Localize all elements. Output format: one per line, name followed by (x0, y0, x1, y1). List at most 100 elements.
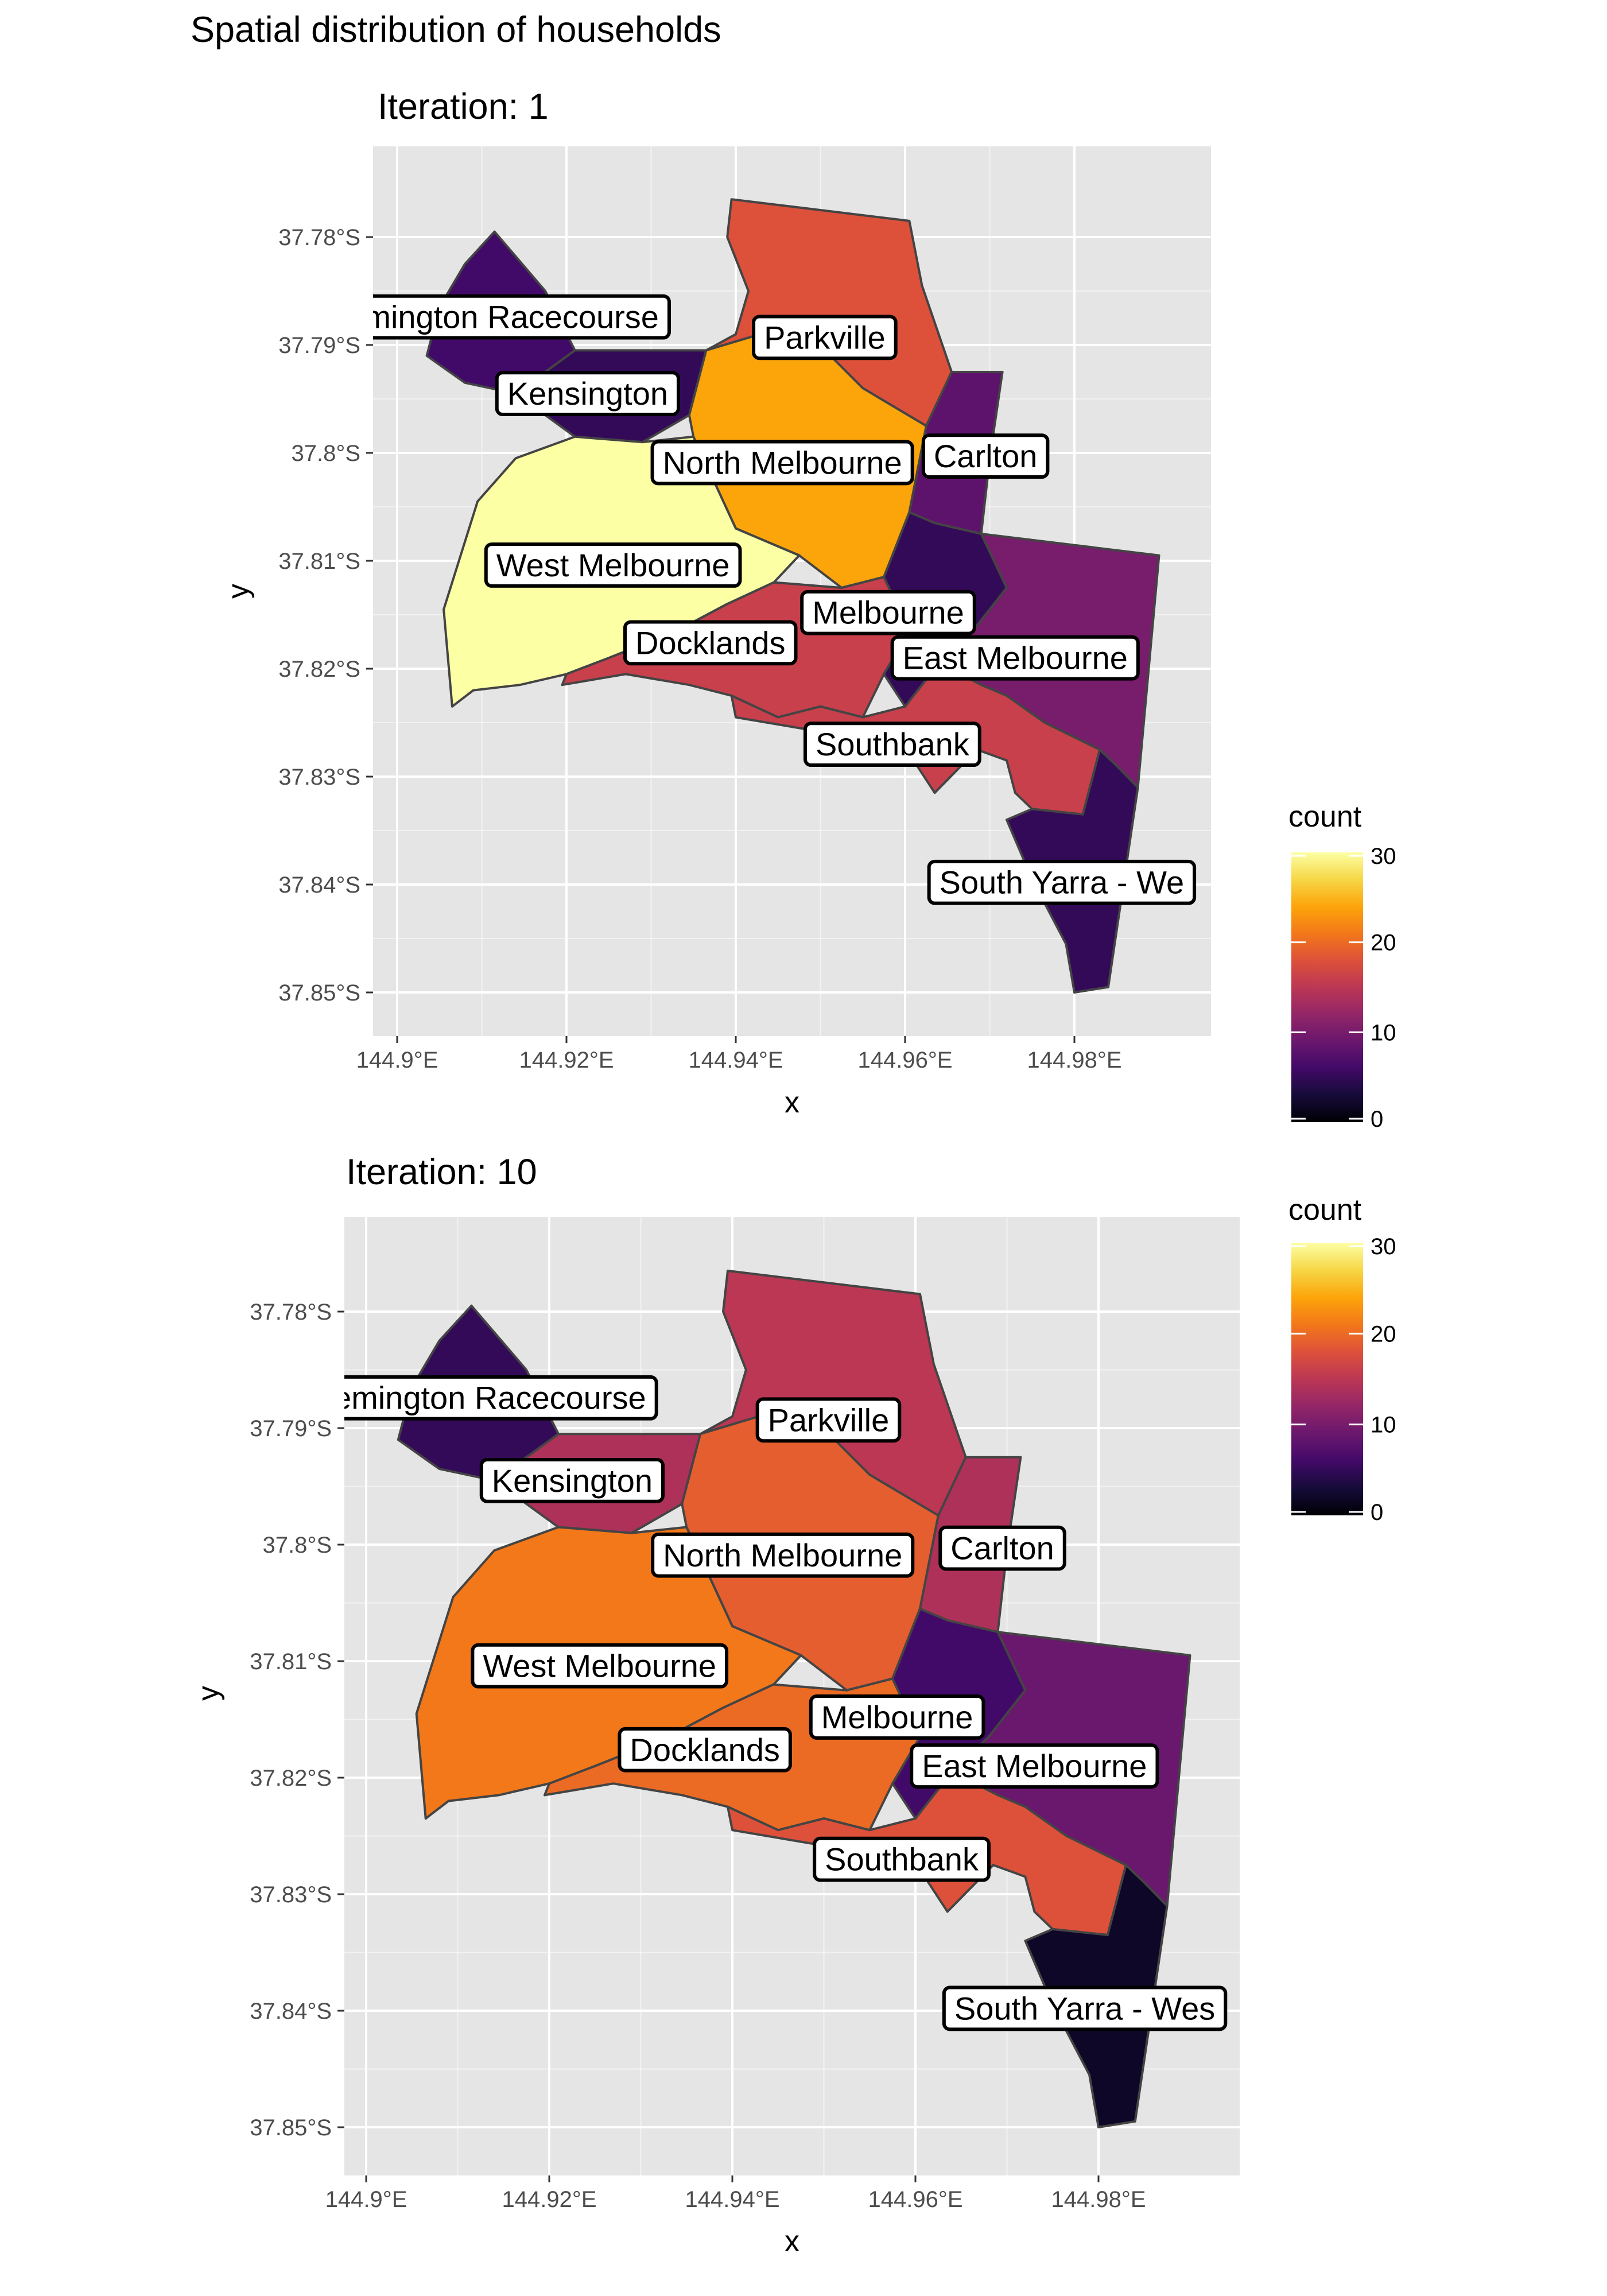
legend-tick-label: 10 (1371, 1020, 1396, 1045)
legend-title: count (1288, 1193, 1362, 1227)
x-tick-label: 144.96°E (857, 1048, 952, 1073)
legend-tick-label: 0 (1371, 1500, 1383, 1525)
region-label: North Melbourne (651, 1532, 915, 1578)
region-label: Parkville (752, 315, 898, 360)
region-label: mington Racecourse (364, 294, 671, 340)
legend-tick-label: 0 (1371, 1107, 1383, 1132)
svg-text:Docklands: Docklands (635, 625, 785, 661)
region-label: West Melbourne (484, 542, 742, 588)
y-tick-label: 37.8°S (262, 1533, 332, 1558)
svg-text:South Yarra - Wes: South Yarra - Wes (954, 1990, 1215, 2026)
panel-subtitle: Iteration: 10 (346, 1152, 537, 1192)
fill-legend: count 0 10 20 30 (1288, 1193, 1396, 1525)
svg-text:Carlton: Carlton (934, 438, 1038, 474)
y-tick-label: 37.85°S (250, 2115, 332, 2140)
panel-subtitle: Iteration: 1 (378, 87, 549, 127)
fill-legend: count 0 10 20 30 (1288, 800, 1396, 1132)
y-tick-label: 37.82°S (278, 657, 360, 682)
region-label: Parkville (755, 1397, 902, 1443)
y-tick-label: 37.78°S (278, 225, 360, 250)
x-axis: 144.9°E 144.92°E 144.94°E 144.96°E 144.98°E (325, 2175, 1146, 2212)
region-labels: mington Racecourse Kensington Parkville Nor… (364, 294, 1197, 905)
svg-text:Docklands: Docklands (630, 1732, 779, 1768)
y-axis-title: y (192, 1686, 225, 1701)
svg-text:Kensington: Kensington (492, 1463, 653, 1499)
region-label: Carlton (938, 1525, 1066, 1571)
x-tick-label: 144.98°E (1051, 2187, 1146, 2212)
region-label: Southbank (803, 722, 981, 767)
y-axis-title: y (222, 584, 255, 599)
x-tick-label: 144.9°E (356, 1048, 438, 1073)
map-panel-iteration-1: Iteration: 1 mington Racecourse Kensingto… (222, 87, 1211, 1119)
svg-text:Kensington: Kensington (507, 375, 668, 412)
region-label: Kensington (479, 1457, 665, 1503)
legend-colorbar (1291, 852, 1363, 1122)
legend-ticks: 0 10 20 30 (1291, 1234, 1396, 1525)
region-label: emington Racecourse (333, 1375, 658, 1421)
region-label: East Melbourne (910, 1743, 1159, 1789)
region-label: Docklands (618, 1727, 792, 1773)
svg-text:Melbourne: Melbourne (812, 595, 964, 631)
x-tick-label: 144.94°E (685, 2187, 779, 2212)
svg-text:Melbourne: Melbourne (821, 1699, 973, 1735)
region-label: Carlton (921, 433, 1050, 479)
svg-text:West Melbourne: West Melbourne (483, 1648, 716, 1684)
legend-tick-label: 30 (1371, 1234, 1396, 1259)
x-tick-label: 144.92°E (519, 1048, 614, 1073)
region-labels: emington Racecourse Kensington Parkville No… (333, 1375, 1228, 2031)
map-panel-iteration-10: Iteration: 10 emington Racecourse Kensing… (192, 1152, 1240, 2258)
svg-text:emington Racecourse: emington Racecourse (333, 1380, 646, 1416)
y-tick-label: 37.81°S (250, 1649, 332, 1674)
y-tick-label: 37.83°S (278, 765, 360, 790)
region-label: Docklands (623, 620, 798, 666)
svg-text:East Melbourne: East Melbourne (903, 640, 1128, 676)
region-label: Kensington (495, 371, 680, 417)
y-tick-label: 37.83°S (250, 1882, 332, 1907)
legend-ticks: 0 10 20 30 (1291, 844, 1396, 1132)
svg-text:North Melbourne: North Melbourne (663, 1537, 902, 1573)
legend-colorbar (1291, 1243, 1363, 1515)
svg-text:Southbank: Southbank (825, 1841, 979, 1878)
region-label: South Yarra - We (927, 859, 1197, 905)
y-tick-label: 37.82°S (250, 1766, 332, 1791)
svg-text:Carlton: Carlton (950, 1530, 1054, 1566)
svg-text:East Melbourne: East Melbourne (922, 1748, 1147, 1784)
x-tick-label: 144.92°E (502, 2187, 596, 2212)
region-label: Southbank (813, 1836, 991, 1882)
region-label: Melbourne (809, 1694, 985, 1740)
legend-tick-label: 20 (1371, 930, 1396, 956)
region-label: North Melbourne (650, 440, 914, 486)
y-axis: 37.78°S 37.79°S 37.8°S 37.81°S 37.82°S 37.83°… (278, 225, 373, 1006)
y-tick-label: 37.81°S (278, 549, 360, 574)
y-tick-label: 37.8°S (291, 441, 360, 466)
svg-text:West Melbourne: West Melbourne (496, 547, 730, 583)
region-label: West Melbourne (471, 1643, 729, 1689)
y-axis: 37.78°S 37.79°S 37.8°S 37.81°S 37.82°S 37.83°… (250, 1300, 344, 2140)
legend-title: count (1288, 800, 1362, 833)
svg-text:Parkville: Parkville (764, 319, 886, 355)
region-label: South Yarra - Wes (942, 1985, 1228, 2031)
x-axis: 144.9°E 144.92°E 144.94°E 144.96°E 144.98°E (356, 1036, 1122, 1073)
x-tick-label: 144.98°E (1027, 1048, 1121, 1073)
svg-text:South Yarra - We: South Yarra - We (940, 864, 1184, 901)
x-tick-label: 144.96°E (868, 2187, 962, 2212)
x-axis-title: x (785, 2225, 799, 2258)
y-tick-label: 37.79°S (278, 333, 360, 358)
x-tick-label: 144.94°E (688, 1048, 783, 1073)
region-label: East Melbourne (890, 635, 1140, 681)
y-tick-label: 37.85°S (278, 980, 360, 1006)
x-tick-label: 144.9°E (325, 2187, 407, 2212)
legend-tick-label: 30 (1371, 844, 1396, 869)
x-axis-title: x (785, 1086, 799, 1119)
legend-tick-label: 10 (1371, 1413, 1396, 1438)
svg-text:mington Racecourse: mington Racecourse (364, 299, 659, 335)
y-tick-label: 37.84°S (278, 872, 360, 898)
figure-title: Spatial distribution of households (191, 10, 721, 50)
y-tick-label: 37.78°S (250, 1300, 332, 1325)
svg-text:Southbank: Southbank (816, 726, 970, 762)
y-tick-label: 37.79°S (250, 1416, 332, 1441)
svg-text:Parkville: Parkville (768, 1402, 890, 1438)
legend-tick-label: 20 (1371, 1321, 1396, 1347)
y-tick-label: 37.84°S (250, 1999, 332, 2024)
